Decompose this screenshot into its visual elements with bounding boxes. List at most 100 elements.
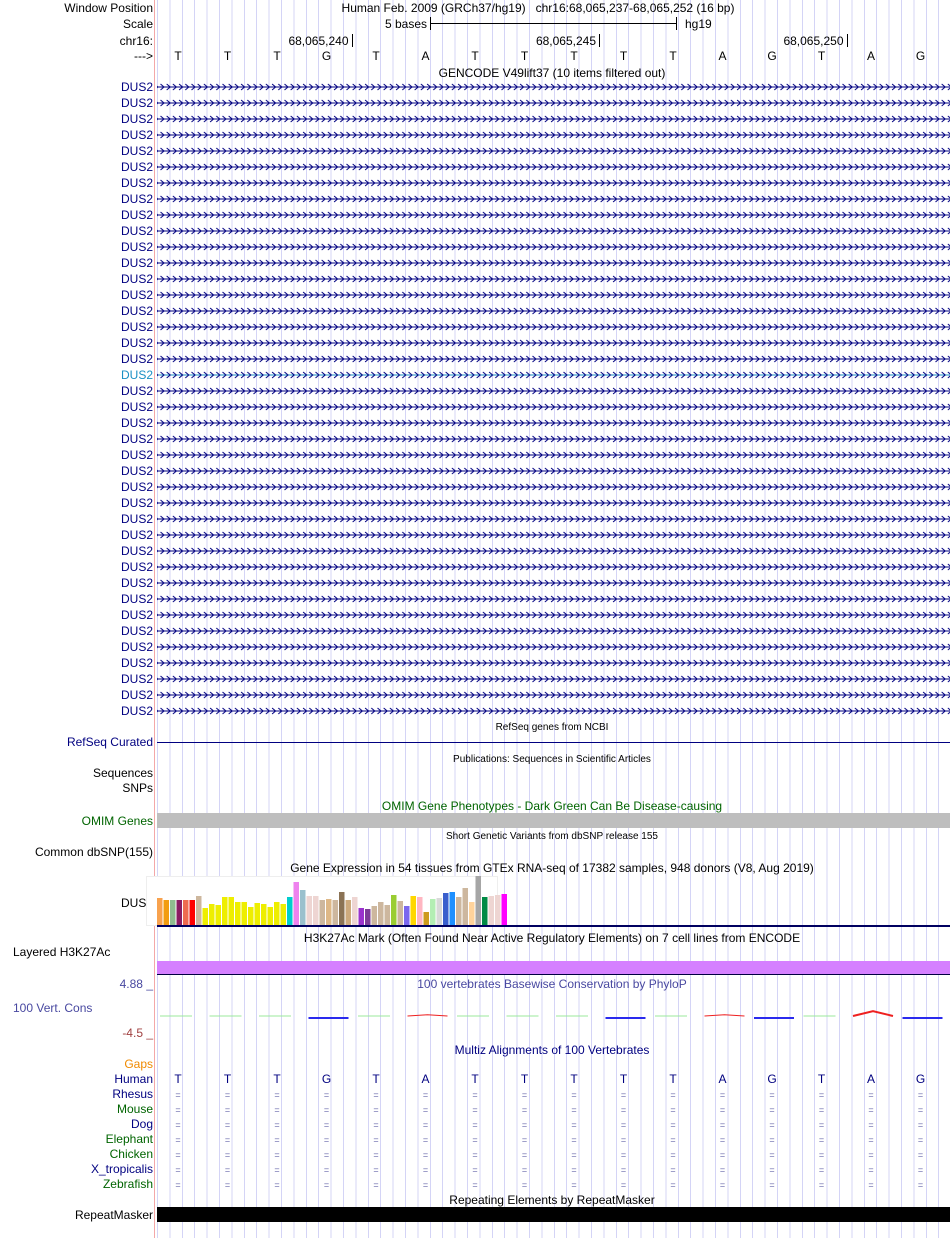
gencode-transcript-track[interactable] xyxy=(157,483,950,491)
gtex-tissue-bar[interactable] xyxy=(469,902,475,925)
gtex-tissue-bar[interactable] xyxy=(274,902,280,925)
refseq-gene-line[interactable] xyxy=(157,742,950,743)
gencode-transcript-label[interactable]: DUS2 xyxy=(120,336,153,350)
omim-label[interactable]: OMIM Genes xyxy=(81,814,153,828)
gencode-transcript-label[interactable]: DUS2 xyxy=(120,96,153,110)
gencode-transcript-track[interactable] xyxy=(157,531,950,539)
gencode-transcript-track[interactable] xyxy=(157,467,950,475)
gtex-tissue-bar[interactable] xyxy=(196,896,202,925)
gencode-transcript-label[interactable]: DUS2 xyxy=(120,288,153,302)
gtex-tissue-bar[interactable] xyxy=(248,907,254,925)
gencode-transcript-label[interactable]: DUS2 xyxy=(120,416,153,430)
gencode-transcript-label[interactable]: DUS2 xyxy=(120,352,153,366)
gencode-transcript-track[interactable] xyxy=(157,115,950,123)
gencode-transcript-label[interactable]: DUS2 xyxy=(120,400,153,414)
gencode-transcript-label[interactable]: DUS2 xyxy=(120,256,153,270)
gtex-tissue-bar[interactable] xyxy=(462,888,469,925)
gencode-transcript-label[interactable]: DUS2 xyxy=(120,240,153,254)
gencode-transcript-label[interactable]: DUS2 xyxy=(120,624,153,638)
gencode-transcript-label[interactable]: DUS2 xyxy=(120,160,153,174)
gencode-transcript-track[interactable] xyxy=(157,211,950,219)
gtex-tissue-bar[interactable] xyxy=(300,890,306,925)
gtex-chart[interactable] xyxy=(0,0,950,930)
gtex-tissue-bar[interactable] xyxy=(163,900,170,925)
gencode-transcript-label[interactable]: DUS2 xyxy=(120,320,153,334)
gencode-transcript-track[interactable] xyxy=(157,691,950,699)
gencode-transcript-track[interactable] xyxy=(157,227,950,235)
repeatmasker-bar[interactable] xyxy=(157,1207,950,1222)
gtex-tissue-bar[interactable] xyxy=(456,897,462,925)
gencode-transcript-track[interactable] xyxy=(157,259,950,267)
gencode-transcript-track[interactable] xyxy=(157,131,950,139)
gtex-tissue-bar[interactable] xyxy=(332,900,339,925)
multiz-species-label[interactable]: Mouse xyxy=(116,1102,153,1116)
gencode-transcript-track[interactable] xyxy=(157,179,950,187)
conservation-plot[interactable] xyxy=(0,1000,950,1030)
gtex-tissue-bar[interactable] xyxy=(423,912,430,925)
gtex-tissue-bar[interactable] xyxy=(202,908,209,925)
gtex-tissue-bar[interactable] xyxy=(488,896,495,925)
gencode-transcript-track[interactable] xyxy=(157,371,950,379)
gencode-transcript-track[interactable] xyxy=(157,307,950,315)
gencode-transcript-track[interactable] xyxy=(157,595,950,603)
omim-gene-bar[interactable] xyxy=(157,813,950,828)
gencode-transcript-label[interactable]: DUS2 xyxy=(120,176,153,190)
gencode-transcript-label[interactable]: DUS2 xyxy=(120,528,153,542)
gencode-transcript-track[interactable] xyxy=(157,403,950,411)
gtex-tissue-bar[interactable] xyxy=(319,900,326,925)
publications-sequences-label[interactable]: Sequences xyxy=(92,766,153,780)
gtex-tissue-bar[interactable] xyxy=(241,902,248,925)
gencode-transcript-label[interactable]: DUS2 xyxy=(120,512,153,526)
gtex-tissue-bar[interactable] xyxy=(280,904,287,925)
gencode-transcript-track[interactable] xyxy=(157,499,950,507)
gtex-tissue-bar[interactable] xyxy=(254,903,261,925)
gencode-transcript-track[interactable] xyxy=(157,99,950,107)
gencode-transcript-label[interactable]: DUS2 xyxy=(120,304,153,318)
gencode-transcript-track[interactable] xyxy=(157,147,950,155)
multiz-species-label[interactable]: Rhesus xyxy=(112,1087,153,1101)
gencode-transcript-track[interactable] xyxy=(157,611,950,619)
gtex-tissue-bar[interactable] xyxy=(371,906,378,925)
gtex-tissue-bar[interactable] xyxy=(436,898,443,925)
repeatmasker-label[interactable]: RepeatMasker xyxy=(74,1208,153,1222)
gtex-tissue-bar[interactable] xyxy=(410,896,417,925)
gtex-tissue-bar[interactable] xyxy=(417,897,423,925)
gencode-transcript-track[interactable] xyxy=(157,275,950,283)
gtex-tissue-bar[interactable] xyxy=(267,907,274,925)
gencode-transcript-track[interactable] xyxy=(157,387,950,395)
gencode-transcript-label[interactable]: DUS2 xyxy=(120,592,153,606)
gencode-transcript-label[interactable]: DUS2 xyxy=(120,544,153,558)
gtex-tissue-bar[interactable] xyxy=(365,909,371,925)
gtex-tissue-bar[interactable] xyxy=(176,900,183,925)
refseq-label[interactable]: RefSeq Curated xyxy=(66,735,153,749)
gtex-tissue-bar[interactable] xyxy=(443,893,449,925)
conservation-label[interactable]: 100 Vert. Cons xyxy=(13,1001,93,1015)
gencode-transcript-label[interactable]: DUS2 xyxy=(120,112,153,126)
gencode-transcript-label[interactable]: DUS2 xyxy=(120,144,153,158)
multiz-species-label[interactable]: X_tropicalis xyxy=(90,1162,153,1176)
gtex-label[interactable]: DUS2 xyxy=(120,896,153,910)
gencode-transcript-label[interactable]: DUS2 xyxy=(120,432,153,446)
gencode-transcript-label[interactable]: DUS2 xyxy=(120,672,153,686)
gencode-transcript-label[interactable]: DUS2 xyxy=(120,640,153,654)
gtex-tissue-bar[interactable] xyxy=(501,894,508,925)
multiz-species-label[interactable]: Zebrafish xyxy=(102,1177,153,1191)
gtex-tissue-bar[interactable] xyxy=(345,900,352,925)
gtex-tissue-bar[interactable] xyxy=(261,904,267,925)
gencode-transcript-label[interactable]: DUS2 xyxy=(120,272,153,286)
gencode-transcript-label[interactable]: DUS2 xyxy=(120,496,153,510)
gencode-transcript-label[interactable]: DUS2 xyxy=(120,608,153,622)
gencode-transcript-label[interactable]: DUS2 xyxy=(120,128,153,142)
gencode-transcript-label[interactable]: DUS2 xyxy=(120,368,153,382)
gtex-tissue-bar[interactable] xyxy=(358,908,365,925)
gtex-tissue-bar[interactable] xyxy=(183,900,189,925)
gtex-tissue-bar[interactable] xyxy=(215,905,222,925)
h3k27ac-label[interactable]: Layered H3K27Ac xyxy=(13,945,111,959)
gencode-transcript-label[interactable]: DUS2 xyxy=(120,576,153,590)
gencode-transcript-label[interactable]: DUS2 xyxy=(120,656,153,670)
gencode-transcript-track[interactable] xyxy=(157,547,950,555)
multiz-species-label[interactable]: Dog xyxy=(130,1117,153,1131)
gencode-transcript-track[interactable] xyxy=(157,435,950,443)
gtex-tissue-bar[interactable] xyxy=(482,897,488,925)
gencode-transcript-track[interactable] xyxy=(157,323,950,331)
